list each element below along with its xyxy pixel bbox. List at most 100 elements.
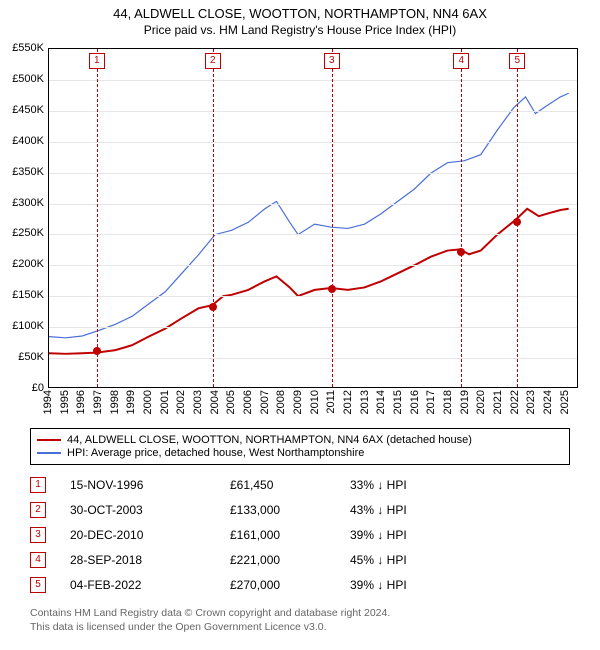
x-tick-label: 2017 (425, 390, 437, 414)
x-tick-label: 2003 (192, 390, 204, 414)
transaction-point (513, 218, 521, 226)
transaction-price: £61,450 (230, 478, 350, 492)
x-tick-label: 2025 (559, 390, 571, 414)
plot-region: 1 2 3 4 5 (48, 48, 578, 388)
legend-label: HPI: Average price, detached house, West… (67, 447, 364, 459)
y-tick-label: £450K (12, 104, 44, 116)
x-tick-label: 2020 (475, 390, 487, 414)
transaction-row: 428-SEP-2018£221,00045% ↓ HPI (30, 547, 570, 572)
transaction-date: 20-DEC-2010 (70, 528, 230, 542)
transaction-marker: 3 (324, 53, 340, 69)
legend-box: 44, ALDWELL CLOSE, WOOTTON, NORTHAMPTON,… (30, 428, 570, 465)
footer-line-2: This data is licensed under the Open Gov… (30, 620, 390, 634)
y-tick-label: £350K (12, 166, 44, 178)
transaction-row-marker: 1 (30, 477, 46, 493)
chart-subtitle: Price paid vs. HM Land Registry's House … (4, 23, 596, 37)
transactions-table: 1 15-NOV-1996£61,45033% ↓ HPI 2 30-OCT-2003… (30, 472, 570, 597)
x-tick-label: 1995 (59, 390, 71, 414)
x-tick-label: 2009 (292, 390, 304, 414)
gridline-h (49, 296, 577, 297)
legend-swatch (37, 452, 61, 454)
y-tick-label: £550K (12, 42, 44, 54)
y-tick-label: £50K (18, 351, 44, 363)
x-tick-label: 2021 (492, 390, 504, 414)
x-tick-label: 2005 (225, 390, 237, 414)
x-tick-label: 1999 (125, 390, 137, 414)
legend-label: 44, ALDWELL CLOSE, WOOTTON, NORTHAMPTON,… (67, 434, 472, 446)
y-tick-label: £250K (12, 227, 44, 239)
x-tick-label: 2002 (175, 390, 187, 414)
x-tick-label: 1994 (42, 390, 54, 414)
transaction-row-marker: 4 (30, 552, 46, 568)
transaction-marker: 5 (509, 53, 525, 69)
x-tick-label: 2022 (509, 390, 521, 414)
x-tick-label: 2018 (442, 390, 454, 414)
y-tick-label: £150K (12, 289, 44, 301)
x-tick-label: 2012 (342, 390, 354, 414)
transaction-diff: 39% ↓ HPI (350, 578, 490, 592)
transaction-vline (461, 49, 462, 387)
transaction-price: £161,000 (230, 528, 350, 542)
x-tick-label: 2015 (392, 390, 404, 414)
transaction-diff: 33% ↓ HPI (350, 478, 490, 492)
transaction-row: 3 20-DEC-2010£161,00039% ↓ HPI (30, 522, 570, 547)
transaction-price: £221,000 (230, 553, 350, 567)
gridline-h (49, 265, 577, 266)
transaction-date: 04-FEB-2022 (70, 578, 230, 592)
transaction-row: 2 30-OCT-2003£133,00043% ↓ HPI (30, 497, 570, 522)
transaction-marker: 2 (205, 53, 221, 69)
transaction-point (209, 303, 217, 311)
x-tick-label: 2019 (459, 390, 471, 414)
y-tick-label: £100K (12, 320, 44, 332)
x-tick-label: 1997 (92, 390, 104, 414)
x-tick-label: 2006 (242, 390, 254, 414)
transaction-price: £270,000 (230, 578, 350, 592)
footer-line-1: Contains HM Land Registry data © Crown c… (30, 606, 390, 620)
transaction-point (457, 248, 465, 256)
line-layer (49, 49, 577, 387)
gridline-h (49, 142, 577, 143)
x-tick-label: 2007 (259, 390, 271, 414)
transaction-diff: 39% ↓ HPI (350, 528, 490, 542)
gridline-h (49, 327, 577, 328)
transaction-diff: 43% ↓ HPI (350, 503, 490, 517)
legend-item: 44, ALDWELL CLOSE, WOOTTON, NORTHAMPTON,… (37, 434, 563, 446)
y-tick-label: £200K (12, 258, 44, 270)
transaction-date: 30-OCT-2003 (70, 503, 230, 517)
series-hpi (49, 93, 569, 338)
transaction-row-marker: 2 (30, 502, 46, 518)
transaction-point (328, 285, 336, 293)
transaction-diff: 45% ↓ HPI (350, 553, 490, 567)
transaction-marker: 1 (89, 53, 105, 69)
gridline-h (49, 173, 577, 174)
gridline-h (49, 358, 577, 359)
legend-item: HPI: Average price, detached house, West… (37, 447, 563, 459)
gridline-h (49, 204, 577, 205)
x-tick-label: 2024 (542, 390, 554, 414)
title-block: 44, ALDWELL CLOSE, WOOTTON, NORTHAMPTON,… (0, 0, 600, 39)
transaction-row-marker: 5 (30, 577, 46, 593)
x-tick-label: 2013 (359, 390, 371, 414)
transaction-date: 15-NOV-1996 (70, 478, 230, 492)
chart-title: 44, ALDWELL CLOSE, WOOTTON, NORTHAMPTON,… (4, 6, 596, 21)
series-property (49, 209, 569, 354)
x-tick-label: 2023 (525, 390, 537, 414)
transaction-price: £133,000 (230, 503, 350, 517)
transaction-row: 1 15-NOV-1996£61,45033% ↓ HPI (30, 472, 570, 497)
x-tick-label: 2016 (409, 390, 421, 414)
transaction-vline (213, 49, 214, 387)
transaction-vline (332, 49, 333, 387)
transaction-vline (97, 49, 98, 387)
legend-swatch (37, 439, 61, 441)
gridline-h (49, 80, 577, 81)
x-tick-label: 2008 (275, 390, 287, 414)
chart-area: 12345 £0£50K£100K£150K£200K£250K£300K£35… (48, 48, 578, 388)
transaction-row: 5 04-FEB-2022£270,00039% ↓ HPI (30, 572, 570, 597)
y-tick-label: £300K (12, 197, 44, 209)
transaction-marker: 4 (453, 53, 469, 69)
x-tick-label: 2011 (325, 390, 337, 414)
transaction-point (93, 347, 101, 355)
transaction-row-marker: 3 (30, 527, 46, 543)
x-tick-label: 2010 (309, 390, 321, 414)
x-tick-label: 2014 (375, 390, 387, 414)
